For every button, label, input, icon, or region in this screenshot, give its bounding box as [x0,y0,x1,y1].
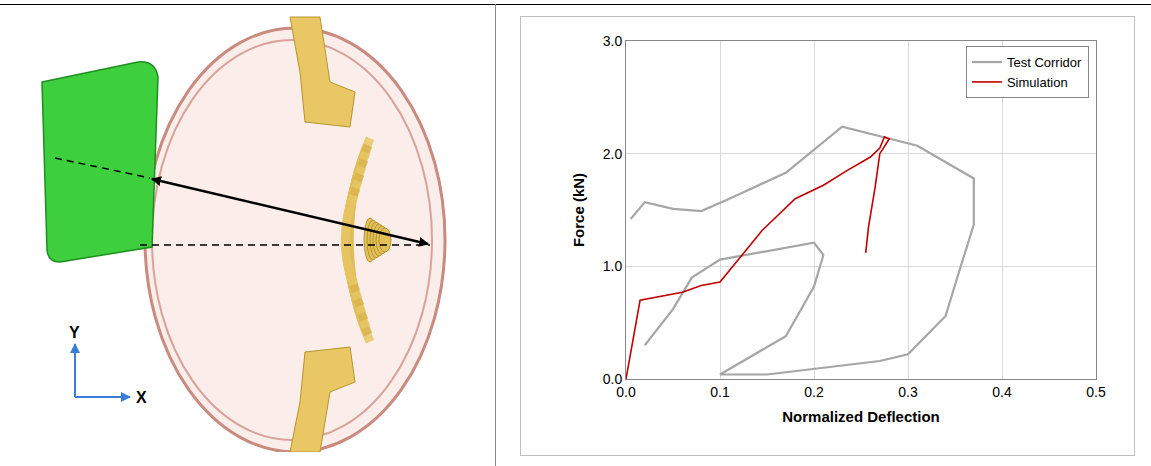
svg-text:Force (kN): Force (kN) [570,173,587,247]
svg-text:0.2: 0.2 [804,384,824,400]
svg-text:0.4: 0.4 [992,384,1012,400]
svg-text:2.0: 2.0 [603,146,623,162]
svg-text:Y: Y [69,324,80,341]
svg-text:0.1: 0.1 [710,384,730,400]
svg-text:0.5: 0.5 [1086,384,1106,400]
svg-text:Normalized Deflection: Normalized Deflection [782,408,940,425]
svg-text:Simulation: Simulation [1007,75,1068,90]
svg-text:1.0: 1.0 [603,258,623,274]
svg-text:3.0: 3.0 [603,33,623,49]
svg-text:0.3: 0.3 [898,384,918,400]
svg-text:X: X [136,389,147,406]
svg-text:0.0: 0.0 [603,371,623,387]
svg-text:0.0: 0.0 [616,384,636,400]
svg-text:Test Corridor: Test Corridor [1007,55,1082,70]
